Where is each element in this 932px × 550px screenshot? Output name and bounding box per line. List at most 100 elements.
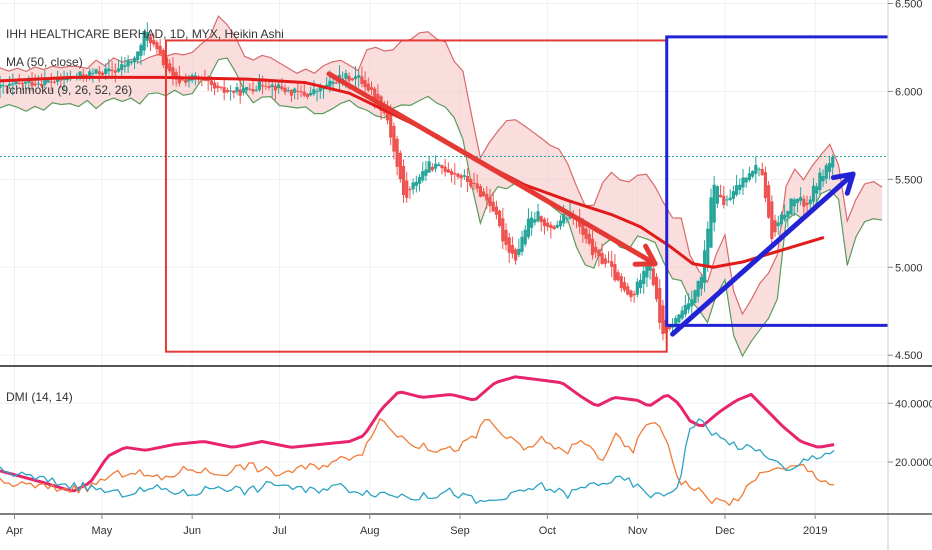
legend: IHH HEALTHCARE BERHAD, 1D, MYX, Heikin A… — [6, 27, 284, 404]
candle-body — [738, 184, 742, 191]
candle-body — [315, 91, 319, 93]
candle-body — [654, 276, 659, 300]
candle-body — [123, 65, 127, 68]
candle-body — [392, 125, 396, 152]
uptrend-box — [665, 35, 888, 327]
uptrend-arrow — [670, 171, 856, 337]
candle-body — [827, 163, 832, 172]
candle-body — [773, 220, 777, 233]
candle-body — [481, 191, 486, 197]
candle-body — [91, 72, 95, 74]
candle-body — [542, 219, 547, 227]
legend-ichimoku: Ichimoku (9, 26, 52, 26) — [6, 83, 132, 97]
candle-body — [600, 253, 604, 264]
time-tick-label: Aug — [360, 525, 380, 537]
candle-body — [821, 176, 825, 182]
dmi-tick-label: 40.0000 — [895, 398, 932, 410]
time-tick-label: Oct — [539, 525, 556, 537]
candle-body — [465, 175, 470, 183]
candle-body — [148, 36, 153, 44]
candle-body — [62, 78, 66, 80]
candle-body — [187, 79, 191, 82]
candle-body — [783, 214, 787, 220]
candle-body — [555, 224, 559, 228]
candle-body — [818, 172, 822, 191]
candle-body — [603, 258, 607, 264]
candle-body — [145, 32, 149, 41]
price-tick-label: 6.000 — [895, 86, 923, 98]
candle-body — [427, 161, 431, 173]
candle-body — [100, 72, 105, 76]
arrow-head — [830, 171, 856, 181]
candle-body — [168, 63, 172, 72]
candle-body — [235, 87, 239, 92]
candle-body — [651, 268, 655, 286]
candle-body — [417, 176, 422, 184]
candle-body — [744, 177, 748, 183]
candle-body — [299, 91, 303, 93]
candle-body — [225, 90, 229, 93]
candle-body — [584, 228, 588, 240]
candle-body — [4, 85, 9, 87]
candle-body — [747, 173, 752, 180]
candle-body — [270, 84, 274, 88]
candle-body — [241, 88, 245, 93]
candle-body — [488, 197, 492, 207]
legend-symbol: IHH HEALTHCARE BERHAD, 1D, MYX, Heikin A… — [6, 27, 284, 41]
candle-body — [501, 218, 505, 242]
candle-body — [286, 89, 290, 91]
candle-body — [622, 282, 627, 291]
candle-body — [88, 71, 92, 76]
time-tick-label: 2019 — [803, 525, 827, 537]
candle-body — [152, 39, 156, 45]
downtrend-arrow — [326, 71, 658, 267]
candle-body — [350, 78, 354, 81]
candle-body — [728, 197, 732, 200]
candle-body — [17, 82, 21, 84]
candle-body — [14, 81, 18, 85]
candle-body — [533, 219, 537, 223]
candle-body — [177, 75, 181, 84]
candle-body — [802, 198, 806, 207]
candle-body — [385, 108, 390, 121]
candle-body — [369, 87, 374, 90]
candle-body — [677, 314, 681, 323]
candle-body — [113, 70, 117, 73]
dmi-panel — [0, 375, 835, 506]
candle-body — [216, 85, 220, 89]
candle-body — [347, 75, 351, 81]
candle-body — [363, 80, 367, 88]
candle-body — [305, 93, 310, 97]
time-tick-label: May — [92, 525, 113, 537]
candle-body — [453, 172, 457, 175]
candle-body — [398, 152, 402, 180]
time-tick-label: Jun — [183, 525, 201, 537]
candle-body — [302, 91, 306, 96]
candle-body — [629, 290, 633, 298]
candle-body — [430, 166, 434, 171]
candle-body — [770, 201, 774, 239]
candle-body — [699, 276, 703, 289]
candle-body — [411, 182, 415, 190]
candle-body — [725, 199, 729, 201]
candle-body — [831, 156, 835, 168]
candle-body — [289, 89, 294, 96]
candle-body — [318, 86, 322, 92]
candle-body — [683, 304, 687, 315]
candle-body — [238, 89, 242, 96]
candle-body — [344, 73, 348, 79]
candle-body — [645, 263, 649, 278]
candle-body — [587, 233, 591, 244]
candle-body — [312, 89, 316, 95]
price-tick-label: 5.500 — [895, 174, 923, 186]
candle-body — [43, 80, 47, 85]
candle-body — [517, 248, 521, 255]
candle-body — [686, 303, 691, 310]
candle-body — [504, 229, 508, 245]
candle-body — [648, 266, 652, 271]
candle-body — [520, 236, 524, 252]
candle-body — [549, 224, 553, 229]
candle-body — [97, 71, 101, 75]
candle-body — [594, 246, 598, 253]
